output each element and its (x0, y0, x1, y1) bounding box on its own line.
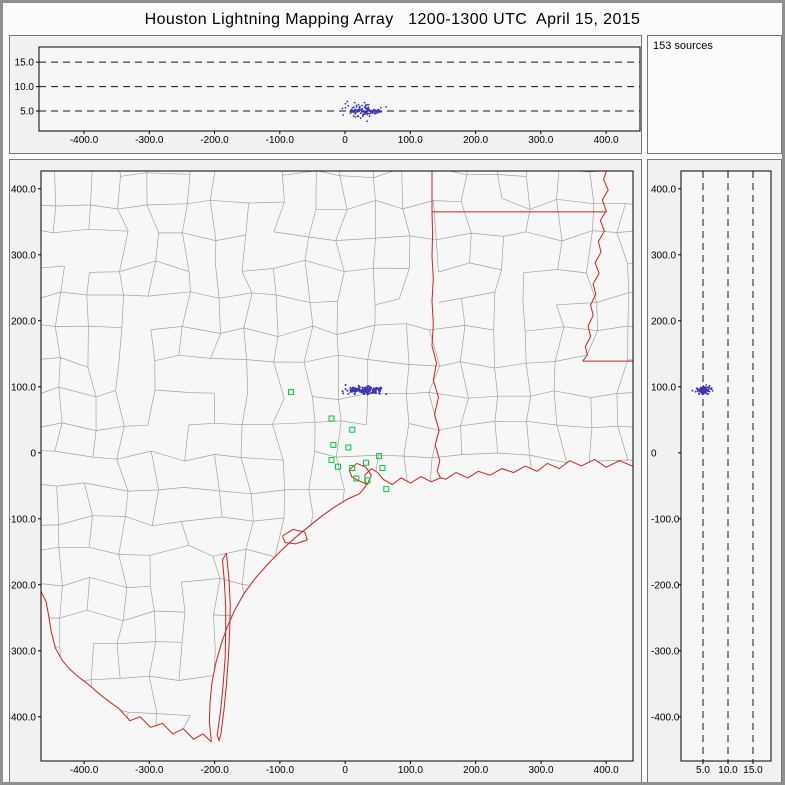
chart-title: Houston Lightning Mapping Array 1200-130… (144, 11, 641, 28)
tick-label: 200.0 (651, 316, 676, 327)
tick-label: -300.0 (651, 646, 680, 657)
tick-label: 10.0 (718, 765, 738, 776)
tick-label: 5.0 (696, 765, 710, 776)
state-borders (41, 171, 633, 743)
coastal-bay (348, 462, 372, 486)
state-border-tx_la (431, 211, 441, 479)
tick-label: -300.0 (135, 135, 164, 146)
tick-label: 400.0 (594, 765, 619, 776)
altitude-vs-east-west-chart: 5.0 10.0 15.0 -400.0 -300.0 -200.0 -100.0 0 100.… (15, 46, 641, 146)
tick-label: 5.0 (20, 107, 34, 118)
axis-box (38, 46, 641, 132)
tick-label: 15.0 (15, 58, 35, 69)
lightning-sources-ew (341, 100, 387, 123)
tick-label: 100.0 (11, 382, 36, 393)
tick-label: -400.0 (70, 765, 99, 776)
tick-label: 200.0 (463, 135, 488, 146)
tick-label: -400.0 (10, 712, 36, 723)
tick-label: 400.0 (11, 184, 36, 195)
rio-grande-border (41, 590, 212, 743)
tick-label: 0 (342, 135, 348, 146)
tick-label: 15.0 (743, 765, 763, 776)
tick-label: -400.0 (651, 712, 680, 723)
tick-label: -100.0 (266, 135, 295, 146)
tick-label: 400.0 (594, 135, 619, 146)
axis-box (680, 170, 772, 762)
tick-label: 0 (651, 448, 657, 459)
axis-box (40, 170, 634, 762)
tick-label: 200.0 (11, 316, 36, 327)
state-border-mississippi_river (582, 171, 609, 362)
plot-background (39, 47, 640, 131)
lightning-sources-plan (341, 384, 388, 396)
lma-stations (288, 389, 390, 493)
tick-label: -100.0 (266, 765, 295, 776)
tick-label: 400.0 (651, 184, 676, 195)
plan-view-map-chart: -400.0 -300.0 -200.0 -100.0 0 100.0 200.0 300.0… (10, 170, 634, 776)
tick-label: -200.0 (200, 765, 229, 776)
tick-label: -100.0 (651, 514, 680, 525)
altitude-gridlines (702, 171, 754, 764)
tick-label: 100.0 (398, 765, 423, 776)
tick-label: -400.0 (70, 135, 99, 146)
tick-label: 300.0 (11, 250, 36, 261)
tick-label: 300.0 (528, 135, 553, 146)
plot-background (681, 171, 771, 761)
coastal-bay (282, 528, 308, 545)
tick-label: 200.0 (463, 765, 488, 776)
tick-label: 0 (342, 765, 348, 776)
gulf-coastline (208, 458, 633, 742)
altitude-vs-north-south-chart: 5.0 10.0 15.0 400.0 300.0 200.0 100.0 0 -100.0 -2… (651, 170, 772, 776)
tick-label: 0 (30, 448, 36, 459)
barrier-island (216, 552, 231, 743)
tick-label: -200.0 (10, 580, 36, 591)
tick-label: 10.0 (15, 82, 35, 93)
altitude-vs-north-south-panel: 5.0 10.0 15.0 400.0 300.0 200.0 100.0 0 -100.0 -2… (647, 159, 782, 782)
tick-label: -200.0 (651, 580, 680, 591)
tick-label: -300.0 (10, 646, 36, 657)
source-count-panel: 153 sources (647, 35, 782, 154)
altitude-vs-east-west-panel: 5.0 10.0 15.0 -400.0 -300.0 -200.0 -100.0 0 100.… (9, 35, 642, 154)
tick-label: 300.0 (528, 765, 553, 776)
tick-label: 100.0 (398, 135, 423, 146)
tick-label: -200.0 (200, 135, 229, 146)
plan-view-map-panel: -400.0 -300.0 -200.0 -100.0 0 100.0 200.0 300.0… (9, 159, 642, 782)
lightning-sources-ns (691, 384, 714, 396)
tick-label: 300.0 (651, 250, 676, 261)
tick-label: -100.0 (10, 514, 36, 525)
source-count-label: 153 sources (653, 40, 713, 52)
tick-label: 100.0 (651, 382, 676, 393)
tick-label: -300.0 (135, 765, 164, 776)
